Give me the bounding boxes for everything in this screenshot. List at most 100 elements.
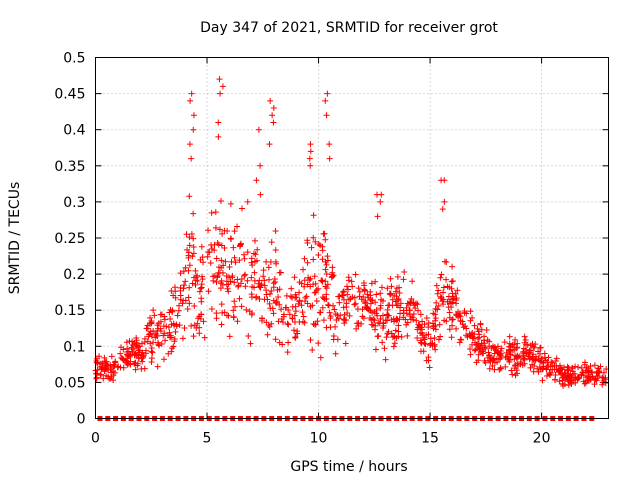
data-point (449, 316, 456, 323)
data-point (199, 273, 206, 280)
data-point (296, 289, 303, 296)
data-point (344, 291, 351, 298)
data-point (348, 278, 355, 285)
data-point (535, 348, 542, 355)
data-point (452, 290, 459, 297)
data-point (418, 329, 425, 336)
data-point (569, 364, 576, 371)
data-point (463, 325, 470, 332)
data-point (292, 334, 299, 341)
data-point (432, 346, 439, 353)
data-point (138, 355, 145, 362)
data-point (243, 306, 250, 313)
data-point (387, 291, 394, 298)
data-point (453, 300, 460, 307)
data-point (275, 293, 282, 300)
data-point (166, 309, 173, 316)
data-point (446, 298, 453, 305)
data-point (546, 371, 553, 378)
data-point (219, 269, 226, 276)
data-point (513, 345, 520, 352)
data-point (231, 254, 238, 261)
data-point (355, 285, 362, 292)
data-point (471, 322, 478, 329)
y-tick-label: 0.15 (54, 303, 85, 319)
data-point (552, 372, 559, 379)
data-point (145, 333, 152, 340)
data-point (373, 291, 380, 298)
data-point (301, 277, 308, 284)
data-point (459, 321, 466, 328)
data-point (316, 309, 323, 316)
data-point (186, 234, 193, 241)
data-point (540, 365, 547, 372)
data-point (190, 333, 197, 340)
data-point (389, 296, 396, 303)
data-point (190, 250, 197, 257)
data-point (217, 90, 224, 97)
data-point (132, 366, 139, 373)
data-point (523, 350, 530, 357)
data-point (477, 321, 484, 328)
data-point (591, 381, 598, 388)
data-point (151, 312, 158, 319)
data-point (140, 352, 147, 359)
data-point (231, 279, 238, 286)
data-point (330, 272, 337, 279)
data-point (173, 321, 180, 328)
data-point (253, 257, 260, 264)
data-point (175, 307, 182, 314)
data-point (497, 365, 504, 372)
data-point (118, 354, 125, 361)
data-point (169, 308, 176, 315)
data-point (190, 210, 197, 217)
x-tick-label: 5 (203, 431, 212, 447)
data-point (481, 357, 488, 364)
data-point (183, 231, 190, 238)
data-point (188, 322, 195, 329)
data-point (253, 294, 260, 301)
data-point (324, 257, 331, 264)
data-point (520, 349, 527, 356)
data-point (186, 284, 193, 291)
data-point (343, 300, 350, 307)
data-point (549, 366, 556, 373)
data-point (307, 148, 314, 155)
data-point (521, 360, 528, 367)
data-point (378, 284, 385, 291)
data-point (482, 345, 489, 352)
data-point (448, 285, 455, 292)
data-point (129, 338, 136, 345)
data-point (339, 292, 346, 299)
data-point (236, 295, 243, 302)
data-point (240, 251, 247, 258)
data-point (491, 344, 498, 351)
data-point (110, 363, 117, 370)
data-point (320, 230, 327, 237)
data-point (319, 278, 326, 285)
data-point (303, 293, 310, 300)
data-point (545, 362, 552, 369)
data-point (431, 335, 438, 342)
data-point (249, 310, 256, 317)
data-point (186, 300, 193, 307)
data-point (322, 266, 329, 273)
data-point (270, 297, 277, 304)
data-point (413, 300, 420, 307)
data-point (311, 289, 318, 296)
data-point (300, 313, 307, 320)
data-point (438, 271, 445, 278)
data-point (591, 362, 598, 369)
data-point (244, 198, 251, 205)
data-point (170, 292, 177, 299)
data-point (435, 302, 442, 309)
data-point (407, 313, 414, 320)
data-point (383, 311, 390, 318)
data-point (194, 272, 201, 279)
data-point (343, 317, 350, 324)
data-point (320, 317, 327, 324)
data-point (385, 302, 392, 309)
data-point (248, 255, 255, 262)
data-point (218, 277, 225, 284)
data-point (405, 300, 412, 307)
